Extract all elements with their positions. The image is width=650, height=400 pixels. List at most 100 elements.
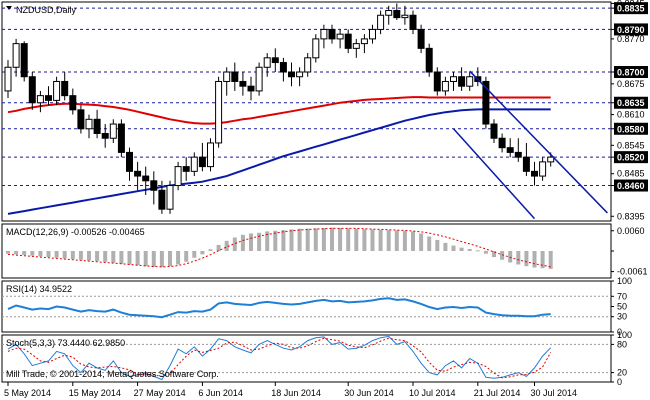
candle-body — [377, 14, 385, 30]
candle-body — [288, 71, 295, 78]
macd-bar — [103, 251, 108, 262]
macd-bar — [475, 250, 480, 252]
macd-bar — [394, 230, 399, 251]
candle — [425, 43, 433, 77]
price-level-label: 0.8835 — [617, 4, 645, 14]
candle — [61, 72, 69, 101]
price-tick-label: 0.8770 — [617, 34, 645, 44]
candle-body — [393, 10, 401, 19]
price-level-box — [614, 179, 648, 192]
date-tick-label: 21 Jul 2014 — [474, 388, 521, 398]
macd-bar — [443, 242, 448, 251]
candle-body — [539, 161, 547, 177]
candle-body — [506, 147, 514, 153]
macd-bar — [249, 233, 253, 251]
candle-body — [401, 14, 409, 19]
candle — [498, 133, 506, 153]
macd-bar — [200, 251, 205, 255]
rsi-panel-title: RSI(14) 34.9522 — [6, 284, 72, 294]
rsi-levels — [2, 295, 611, 318]
candle-body — [12, 43, 20, 68]
candle-body — [304, 57, 312, 73]
candle-body — [547, 156, 555, 163]
candle — [441, 76, 449, 96]
candle-body — [142, 175, 150, 182]
candle-body — [85, 118, 93, 130]
moving-averages — [7, 96, 551, 215]
candle-body — [417, 28, 425, 49]
macd-bar — [540, 251, 545, 269]
candle-body — [433, 71, 441, 92]
price-panel[interactable]: NZDUSD,Daily 0.88450.88350.87900.87700.8… — [1, 0, 648, 222]
macd-bar — [257, 232, 262, 251]
candle-body — [255, 66, 263, 92]
candle-body — [77, 109, 85, 130]
candle-body — [101, 132, 109, 139]
date-tick-label: 5 May 2014 — [4, 388, 51, 398]
candle — [352, 38, 360, 58]
macd-bar — [508, 251, 513, 263]
chevron-down-icon[interactable] — [6, 6, 12, 10]
candle-body — [117, 123, 125, 153]
candle-body — [20, 43, 28, 78]
macd-bar — [483, 251, 488, 254]
macd-histogram — [6, 227, 553, 269]
candle-body — [458, 76, 466, 87]
stoch-k-line — [7, 335, 552, 381]
candle — [239, 72, 247, 96]
macd-panel-title: MACD(12,26,9) -0.00526 -0.00465 — [6, 227, 145, 237]
candle — [93, 109, 101, 139]
candle — [328, 24, 336, 44]
rsi-tick-label: 50 — [617, 302, 627, 312]
macd-bar — [176, 251, 181, 265]
candle-body — [158, 189, 166, 210]
macd-bar — [346, 228, 351, 251]
candle-body — [352, 43, 360, 49]
candle — [198, 142, 206, 172]
macd-bar — [516, 251, 521, 265]
macd-bar — [370, 229, 375, 251]
candle-body — [263, 57, 271, 68]
price-tick-label: 0.8675 — [617, 79, 645, 89]
date-tick-label: 30 Jul 2014 — [531, 388, 578, 398]
macd-bar — [435, 239, 440, 251]
macd-bar — [305, 228, 310, 251]
candle-body — [247, 85, 255, 92]
candle-body — [279, 62, 287, 73]
rsi-tick-label: 70 — [617, 291, 627, 301]
macd-panel[interactable]: MACD(12,26,9) -0.00526 -0.00465 0.0060 -0… — [1, 223, 648, 279]
candle-body — [360, 38, 368, 45]
candle-body — [385, 10, 393, 16]
ma-red-line — [7, 96, 551, 125]
macd-bar — [14, 251, 19, 255]
macd-bar — [70, 251, 75, 260]
price-tick-label: 0.8395 — [617, 211, 645, 221]
candle — [360, 34, 368, 54]
candle-body — [134, 170, 142, 177]
price-tick-label: 0.8545 — [617, 140, 645, 150]
candle-body — [425, 47, 433, 73]
candle — [101, 124, 109, 148]
macd-bar — [386, 230, 391, 251]
candle — [142, 166, 150, 195]
channel-line — [469, 70, 608, 214]
date-axis: 5 May 2014 15 May 2014 27 May 2014 6 Jun 20… — [4, 382, 577, 398]
macd-bar — [240, 234, 245, 251]
candle — [126, 147, 133, 181]
candle — [279, 57, 287, 82]
candle-body — [166, 185, 174, 210]
stoch-tick-label: 0 — [617, 377, 622, 387]
candle — [28, 72, 36, 110]
channel-lines — [452, 70, 608, 220]
candle-body — [69, 95, 77, 111]
candle — [45, 86, 52, 106]
candle-body — [28, 76, 36, 104]
candle-body — [490, 123, 498, 139]
candle — [466, 72, 474, 91]
macd-bar — [419, 233, 424, 251]
price-panel-frame — [1, 1, 612, 222]
candle — [85, 114, 93, 139]
candle — [263, 53, 271, 77]
